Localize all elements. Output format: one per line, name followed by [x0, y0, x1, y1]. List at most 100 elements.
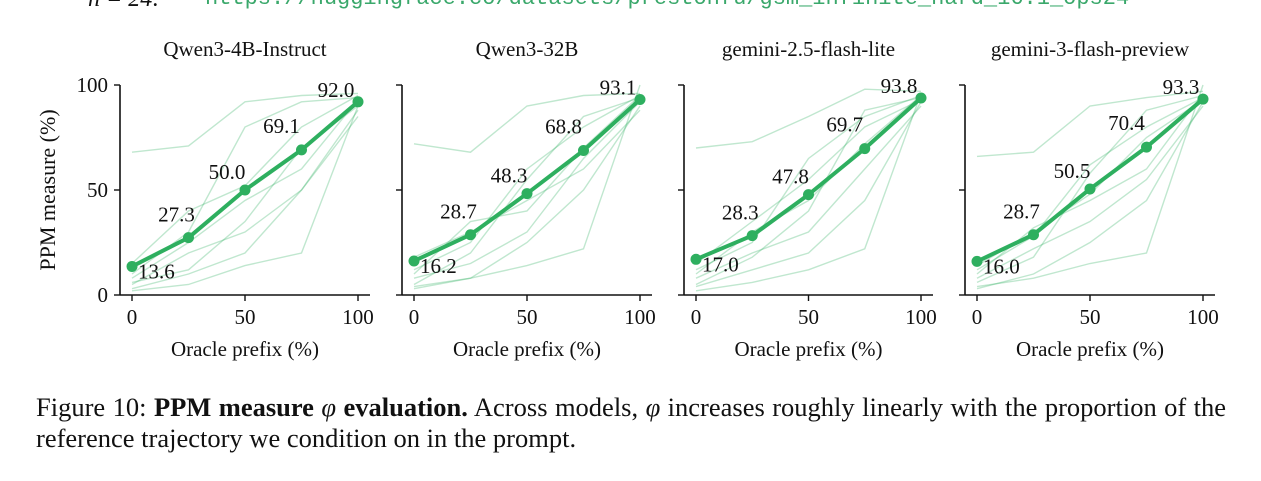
- series-line-6: [695, 105, 922, 279]
- x-axis-label: Oracle prefix (%): [453, 337, 601, 361]
- caption-bold: PPM measure: [153, 392, 314, 422]
- mean-point: [183, 232, 194, 244]
- mean-point: [690, 253, 702, 265]
- x-tick-label: 100: [342, 305, 374, 329]
- y-axis-label: PPM measure (%): [35, 109, 60, 270]
- series-line-3: [695, 94, 922, 275]
- data-label: 28.7: [1003, 200, 1040, 224]
- x-tick-label: 0: [691, 305, 702, 329]
- data-label: 47.8: [772, 165, 809, 189]
- x-axis-label: Oracle prefix (%): [734, 337, 882, 361]
- mean-point: [126, 260, 138, 272]
- mean-point: [634, 93, 646, 105]
- data-label: 28.3: [722, 201, 759, 225]
- mean-point: [1197, 93, 1209, 105]
- mean-point: [408, 255, 420, 267]
- data-label: 27.3: [158, 203, 195, 227]
- data-label: 50.5: [1054, 159, 1091, 183]
- data-label: 28.7: [440, 200, 477, 224]
- caption-text-1: Across models,: [473, 392, 639, 422]
- series-line-7: [695, 101, 922, 288]
- data-label: 92.0: [318, 78, 355, 102]
- chart-panel-2: Qwen3-32B 0 50 100 Oracle prefix (%) 16.2 28.7…: [396, 37, 656, 361]
- panel-title: gemini-2.5-flash-lite: [722, 37, 895, 61]
- x-tick-label: 50: [1080, 305, 1101, 329]
- data-label: 16.2: [420, 254, 457, 278]
- data-label: 48.3: [491, 164, 528, 188]
- mean-point: [1028, 229, 1039, 241]
- series-line-7: [413, 94, 641, 271]
- series-line-6: [131, 116, 359, 290]
- x-tick-label: 100: [1187, 305, 1219, 329]
- series-line-1: [976, 90, 1204, 158]
- x-tick-label: 0: [409, 305, 420, 329]
- data-label: 50.0: [209, 160, 246, 184]
- x-axis-label: Oracle prefix (%): [1016, 337, 1164, 361]
- data-label: 16.0: [983, 254, 1020, 278]
- figure-panels: Qwen3-4B-Instruct 0 50 100 0 50 100 Oracle pref…: [35, 37, 1219, 361]
- x-axis-label: Oracle prefix (%): [171, 337, 319, 361]
- mean-point: [521, 188, 533, 200]
- series-line-8: [413, 105, 641, 290]
- series-line-4: [413, 96, 641, 286]
- mean-point: [746, 230, 758, 242]
- series-line-3: [131, 105, 359, 292]
- mean-point: [465, 229, 476, 241]
- data-label: 93.8: [881, 74, 918, 98]
- panel-title: Qwen3-32B: [476, 37, 579, 61]
- caption-symbol: φ: [321, 392, 337, 422]
- y-tick-label: 100: [77, 73, 109, 97]
- series-line-2: [976, 84, 1204, 288]
- series-line-7: [976, 96, 1204, 271]
- mean-point: [239, 184, 251, 196]
- figure-caption: Figure 10: PPM measure φ evaluation. Acr…: [36, 392, 1226, 454]
- mean-point: [1141, 141, 1152, 153]
- chart-panel-3: gemini-2.5-flash-lite 0 50 100 Oracle prefix…: [678, 37, 937, 361]
- x-tick-label: 50: [798, 305, 819, 329]
- caption-bold-2: evaluation.: [343, 392, 468, 422]
- caption-text-2: increases roughly linearly with the prop…: [36, 392, 1227, 453]
- caption-symbol-2: φ: [645, 392, 661, 422]
- series-line-1: [131, 92, 359, 153]
- mean-point: [1084, 183, 1096, 195]
- data-label: 13.6: [138, 259, 175, 283]
- mean-point: [296, 144, 307, 156]
- x-tick-label: 50: [517, 305, 538, 329]
- panel-title: gemini-3-flash-preview: [991, 37, 1190, 61]
- top-url-fragment: n = 24: https://huggingface.co/datasets/…: [0, 0, 1261, 14]
- x-tick-label: 100: [624, 305, 656, 329]
- series-line-5: [413, 109, 641, 258]
- y-tick-label: 50: [87, 178, 108, 202]
- x-tick-label: 100: [905, 305, 937, 329]
- chart-panel-1: Qwen3-4B-Instruct 0 50 100 0 50 100 Oracle pref…: [35, 37, 374, 361]
- mean-point: [352, 96, 364, 108]
- series-line-6: [976, 105, 1204, 279]
- mean-point: [971, 255, 983, 267]
- series-line-3: [413, 94, 641, 275]
- mean-point: [578, 145, 589, 157]
- series-line-8: [695, 94, 922, 271]
- data-label: 70.4: [1108, 111, 1145, 135]
- series-line-2: [413, 84, 641, 288]
- series-line-2: [695, 93, 922, 292]
- mean-point: [803, 189, 814, 201]
- data-label: 68.8: [545, 115, 582, 139]
- series-line-8: [976, 101, 1204, 290]
- caption-label: Figure 10:: [36, 392, 147, 422]
- data-label: 93.1: [600, 75, 637, 99]
- data-label: 93.3: [1163, 75, 1200, 99]
- data-label: 69.7: [826, 113, 863, 137]
- series-line-4: [976, 94, 1204, 284]
- series-line-2: [131, 109, 359, 286]
- mean-point: [859, 143, 871, 155]
- chart-panel-4: gemini-3-flash-preview 0 50 100 Oracle prefi…: [959, 37, 1219, 361]
- series-line-4: [695, 96, 922, 286]
- top-url[interactable]: https://huggingface.co/datasets/prestonf…: [205, 0, 1129, 11]
- series-line-1: [695, 88, 922, 149]
- series-line-5: [695, 99, 922, 265]
- y-tick-label: 0: [98, 283, 109, 307]
- series-line-6: [413, 101, 641, 279]
- panel-title: Qwen3-4B-Instruct: [163, 37, 326, 61]
- top-prefix: n = 24:: [88, 0, 160, 13]
- x-tick-label: 0: [127, 305, 138, 329]
